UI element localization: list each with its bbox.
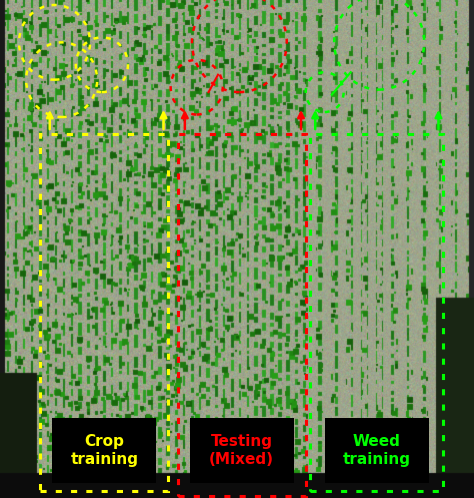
Text: Weed
training: Weed training [343,434,411,467]
Bar [52,418,156,483]
Bar [310,134,443,491]
Bar [325,418,429,483]
Bar [178,134,306,496]
Text: Crop
training: Crop training [70,434,138,467]
Bar [40,134,168,491]
Bar [190,418,294,483]
Text: Testing
(Mixed): Testing (Mixed) [209,434,274,467]
